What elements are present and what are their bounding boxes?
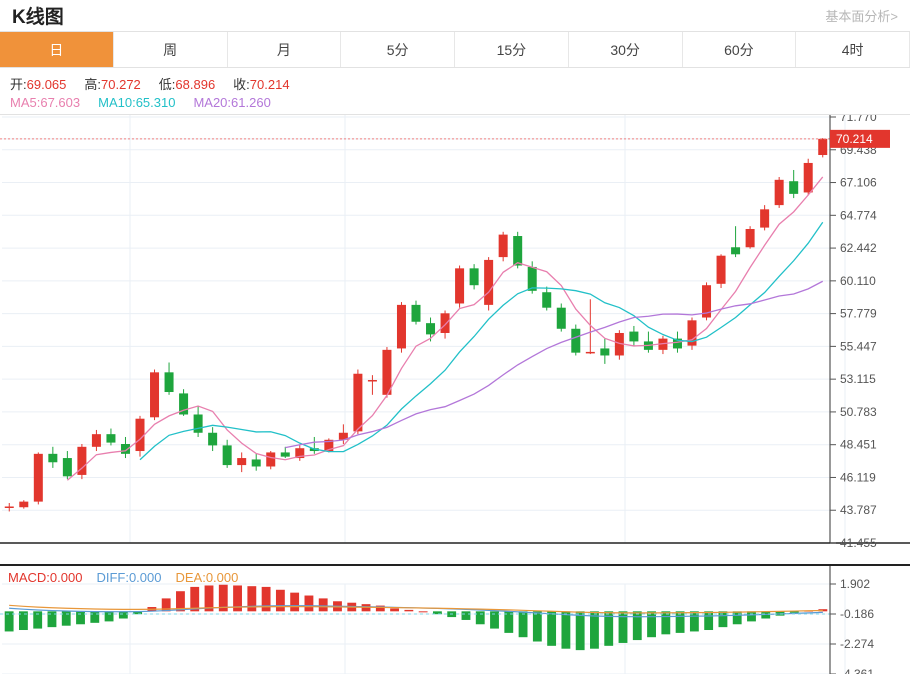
- close-label: 收:: [233, 77, 250, 92]
- svg-text:60.110: 60.110: [840, 274, 876, 288]
- macd-legend-row: MACD:0.000 DIFF:0.000 DEA:0.000: [8, 570, 238, 585]
- ohlc-info-row: 开:69.065 高:70.272 低:68.896 收:70.214: [0, 68, 910, 95]
- moving-average-row: MA5:67.603 MA10:65.310 MA20:61.260: [0, 95, 910, 114]
- svg-text:-4.361: -4.361: [840, 667, 874, 674]
- ma20-value: 61.260: [231, 95, 271, 110]
- svg-text:41.455: 41.455: [840, 536, 877, 550]
- candlestick-chart[interactable]: 71.770 69.438 67.106 64.774 62.442 60.110 57.7…: [0, 114, 910, 564]
- low-value: 68.896: [175, 77, 215, 92]
- svg-text:62.442: 62.442: [840, 241, 877, 255]
- tab-15min[interactable]: 15分: [455, 32, 569, 67]
- macd-label: MACD:: [8, 570, 50, 585]
- svg-text:46.119: 46.119: [840, 470, 876, 484]
- high-value: 70.272: [101, 77, 141, 92]
- svg-text:-2.274: -2.274: [840, 637, 874, 651]
- tab-60min[interactable]: 60分: [683, 32, 797, 67]
- svg-text:57.779: 57.779: [840, 307, 877, 321]
- close-value: 70.214: [250, 77, 290, 92]
- svg-text:71.770: 71.770: [840, 115, 877, 124]
- svg-text:55.447: 55.447: [840, 339, 877, 353]
- dea-value: 0.000: [206, 570, 239, 585]
- ma5-value: 67.603: [40, 95, 80, 110]
- fundamental-analysis-link[interactable]: 基本面分析>: [825, 6, 898, 25]
- tab-30min[interactable]: 30分: [569, 32, 683, 67]
- open-label: 开:: [10, 77, 27, 92]
- page-header: K线图 基本面分析>: [0, 0, 910, 32]
- ma10-value: 65.310: [136, 95, 176, 110]
- svg-text:67.106: 67.106: [840, 176, 877, 190]
- macd-chart[interactable]: 1.902 -0.186 -2.274 -4.361 MACD:0.000 DIFF:…: [0, 564, 910, 672]
- diff-label: DIFF:: [96, 570, 129, 585]
- tab-4hour[interactable]: 4时: [796, 32, 910, 67]
- diff-value: 0.000: [129, 570, 162, 585]
- high-label: 高:: [84, 77, 101, 92]
- period-tabs: 日 周 月 5分 15分 30分 60分 4时: [0, 32, 910, 68]
- svg-text:64.774: 64.774: [840, 208, 877, 222]
- low-label: 低:: [159, 77, 176, 92]
- tab-day[interactable]: 日: [0, 32, 114, 67]
- ma5-label: MA5:: [10, 95, 40, 110]
- svg-text:70.214: 70.214: [836, 132, 873, 146]
- open-value: 69.065: [27, 77, 67, 92]
- macd-value: 0.000: [50, 570, 83, 585]
- svg-text:1.902: 1.902: [840, 577, 870, 591]
- ma10-label: MA10:: [98, 95, 136, 110]
- svg-text:43.787: 43.787: [840, 503, 877, 517]
- tab-5min[interactable]: 5分: [341, 32, 455, 67]
- svg-text:48.451: 48.451: [840, 438, 877, 452]
- tab-week[interactable]: 周: [114, 32, 228, 67]
- ma20-label: MA20:: [193, 95, 231, 110]
- page-title: K线图: [12, 2, 64, 29]
- dea-label: DEA:: [175, 570, 205, 585]
- tab-month[interactable]: 月: [228, 32, 342, 67]
- svg-text:-0.186: -0.186: [840, 607, 874, 621]
- svg-text:53.115: 53.115: [840, 372, 876, 386]
- svg-text:50.783: 50.783: [840, 405, 877, 419]
